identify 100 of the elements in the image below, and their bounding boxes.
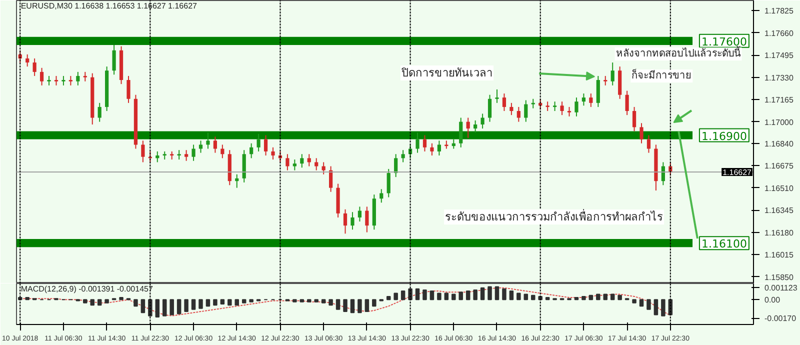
bar — [321, 299, 326, 304]
candlestick — [437, 140, 441, 156]
bar — [430, 290, 434, 300]
ref-line-label: 1.16627 — [722, 168, 752, 178]
candlestick — [394, 154, 398, 178]
bar — [372, 299, 376, 307]
candlestick — [416, 132, 420, 154]
bar — [220, 299, 225, 304]
candlestick — [256, 133, 260, 152]
candlestick — [271, 146, 275, 160]
candlestick — [54, 75, 58, 86]
annotation: ระดับของแนวการรวมกำลังเพื่อการทำผลกำไร — [445, 208, 664, 224]
y-tick-label: 1.15850 — [764, 272, 794, 282]
candlestick — [380, 188, 384, 204]
bar — [632, 299, 636, 304]
candlestick — [32, 58, 36, 76]
candlestick — [646, 134, 651, 154]
candlestick — [488, 94, 492, 122]
candlestick — [329, 166, 333, 192]
bar — [234, 299, 240, 306]
bar — [314, 299, 318, 302]
bar — [596, 294, 600, 300]
bar — [473, 289, 478, 300]
bar — [452, 294, 456, 300]
annotation: หลังจากทดสอบไปแล้วระดับนี้ — [616, 48, 741, 60]
bar — [242, 299, 246, 304]
bar — [610, 294, 615, 300]
bar — [603, 294, 608, 300]
annotation: ก็จะมีการขาย — [632, 68, 692, 82]
bar — [582, 296, 586, 300]
bar — [184, 299, 188, 312]
candlestick — [495, 88, 499, 104]
bar — [400, 290, 406, 300]
bar — [350, 299, 355, 314]
candlestick — [422, 134, 427, 152]
bar — [545, 297, 550, 300]
candlestick — [62, 75, 66, 86]
bar — [119, 297, 124, 300]
candlestick — [365, 206, 369, 233]
y-tick-label: 1.17825 — [764, 6, 794, 16]
bar — [639, 299, 644, 307]
candlestick — [322, 162, 326, 175]
y-tick-label: 0.00 — [764, 296, 781, 305]
candlestick — [567, 106, 572, 117]
candlestick — [343, 208, 348, 234]
bar — [162, 299, 167, 316]
y-tick-label: 1.17330 — [764, 73, 794, 82]
band-label: 1.16100 — [701, 238, 747, 251]
chart-title: EURUSD,M30 1.16638 1.16653 1.16627 1.16627 — [20, 2, 198, 10]
candlestick — [632, 106, 636, 132]
candlestick — [574, 97, 578, 117]
bar — [524, 294, 528, 300]
bar — [516, 292, 521, 300]
bar — [228, 299, 232, 306]
bar — [394, 292, 398, 300]
bar — [415, 288, 420, 300]
candlestick — [47, 75, 51, 86]
bar — [198, 299, 203, 309]
bar — [97, 299, 102, 306]
bar — [509, 290, 514, 300]
y-tick-label: 1.17495 — [764, 51, 794, 60]
candlestick — [459, 117, 463, 148]
bar — [292, 299, 297, 302]
candlestick — [198, 140, 203, 154]
candlestick — [516, 106, 520, 122]
bar — [646, 299, 651, 310]
bar — [502, 288, 506, 300]
candlestick — [502, 92, 506, 112]
bar — [300, 299, 304, 302]
candlestick — [314, 158, 318, 171]
bar — [494, 286, 500, 300]
candlestick — [250, 142, 254, 159]
y-tick-label: 0.001123 — [764, 284, 798, 293]
bar — [176, 299, 182, 314]
candlestick — [192, 144, 196, 162]
bar — [134, 299, 138, 307]
candlestick — [40, 67, 44, 86]
candlestick — [141, 140, 145, 163]
candlestick — [480, 113, 484, 130]
band-label: 1.16900 — [701, 130, 747, 143]
y-tick-label: 1.17165 — [764, 96, 794, 105]
bar — [83, 299, 88, 304]
candlestick — [610, 62, 614, 86]
bar — [191, 299, 196, 310]
candlestick — [546, 101, 550, 112]
bar — [530, 294, 536, 300]
bar — [343, 299, 348, 312]
candlestick — [552, 101, 557, 112]
candlestick — [286, 154, 290, 171]
candlestick — [235, 174, 239, 188]
bar — [618, 294, 622, 300]
y-tick-label: 1.17660 — [764, 28, 794, 38]
bar — [206, 299, 210, 307]
bar — [170, 299, 174, 316]
bar — [307, 299, 312, 302]
bar — [661, 299, 666, 316]
bar — [249, 299, 254, 302]
candlestick — [112, 44, 116, 76]
bar — [654, 299, 658, 316]
candlestick — [510, 102, 514, 116]
